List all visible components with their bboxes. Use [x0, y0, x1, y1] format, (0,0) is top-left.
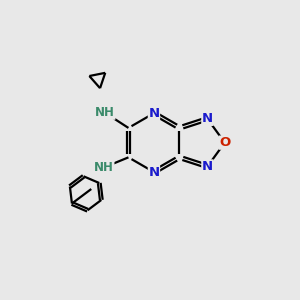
Text: N: N [148, 107, 160, 120]
Text: N: N [202, 160, 213, 173]
Text: O: O [219, 136, 230, 149]
Text: N: N [202, 112, 213, 125]
Text: NH: NH [95, 106, 115, 119]
Text: N: N [148, 166, 160, 178]
Text: NH: NH [94, 161, 114, 174]
